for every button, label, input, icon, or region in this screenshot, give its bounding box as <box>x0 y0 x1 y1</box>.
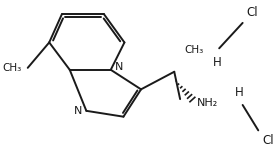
Text: H: H <box>235 86 244 99</box>
Text: Cl: Cl <box>262 134 274 147</box>
Text: Cl: Cl <box>246 6 258 19</box>
Text: N: N <box>115 62 123 72</box>
Text: CH₃: CH₃ <box>2 63 22 73</box>
Text: CH₃: CH₃ <box>184 45 203 55</box>
Text: NH₂: NH₂ <box>197 98 218 108</box>
Text: N: N <box>74 106 83 116</box>
Text: H: H <box>213 56 222 69</box>
